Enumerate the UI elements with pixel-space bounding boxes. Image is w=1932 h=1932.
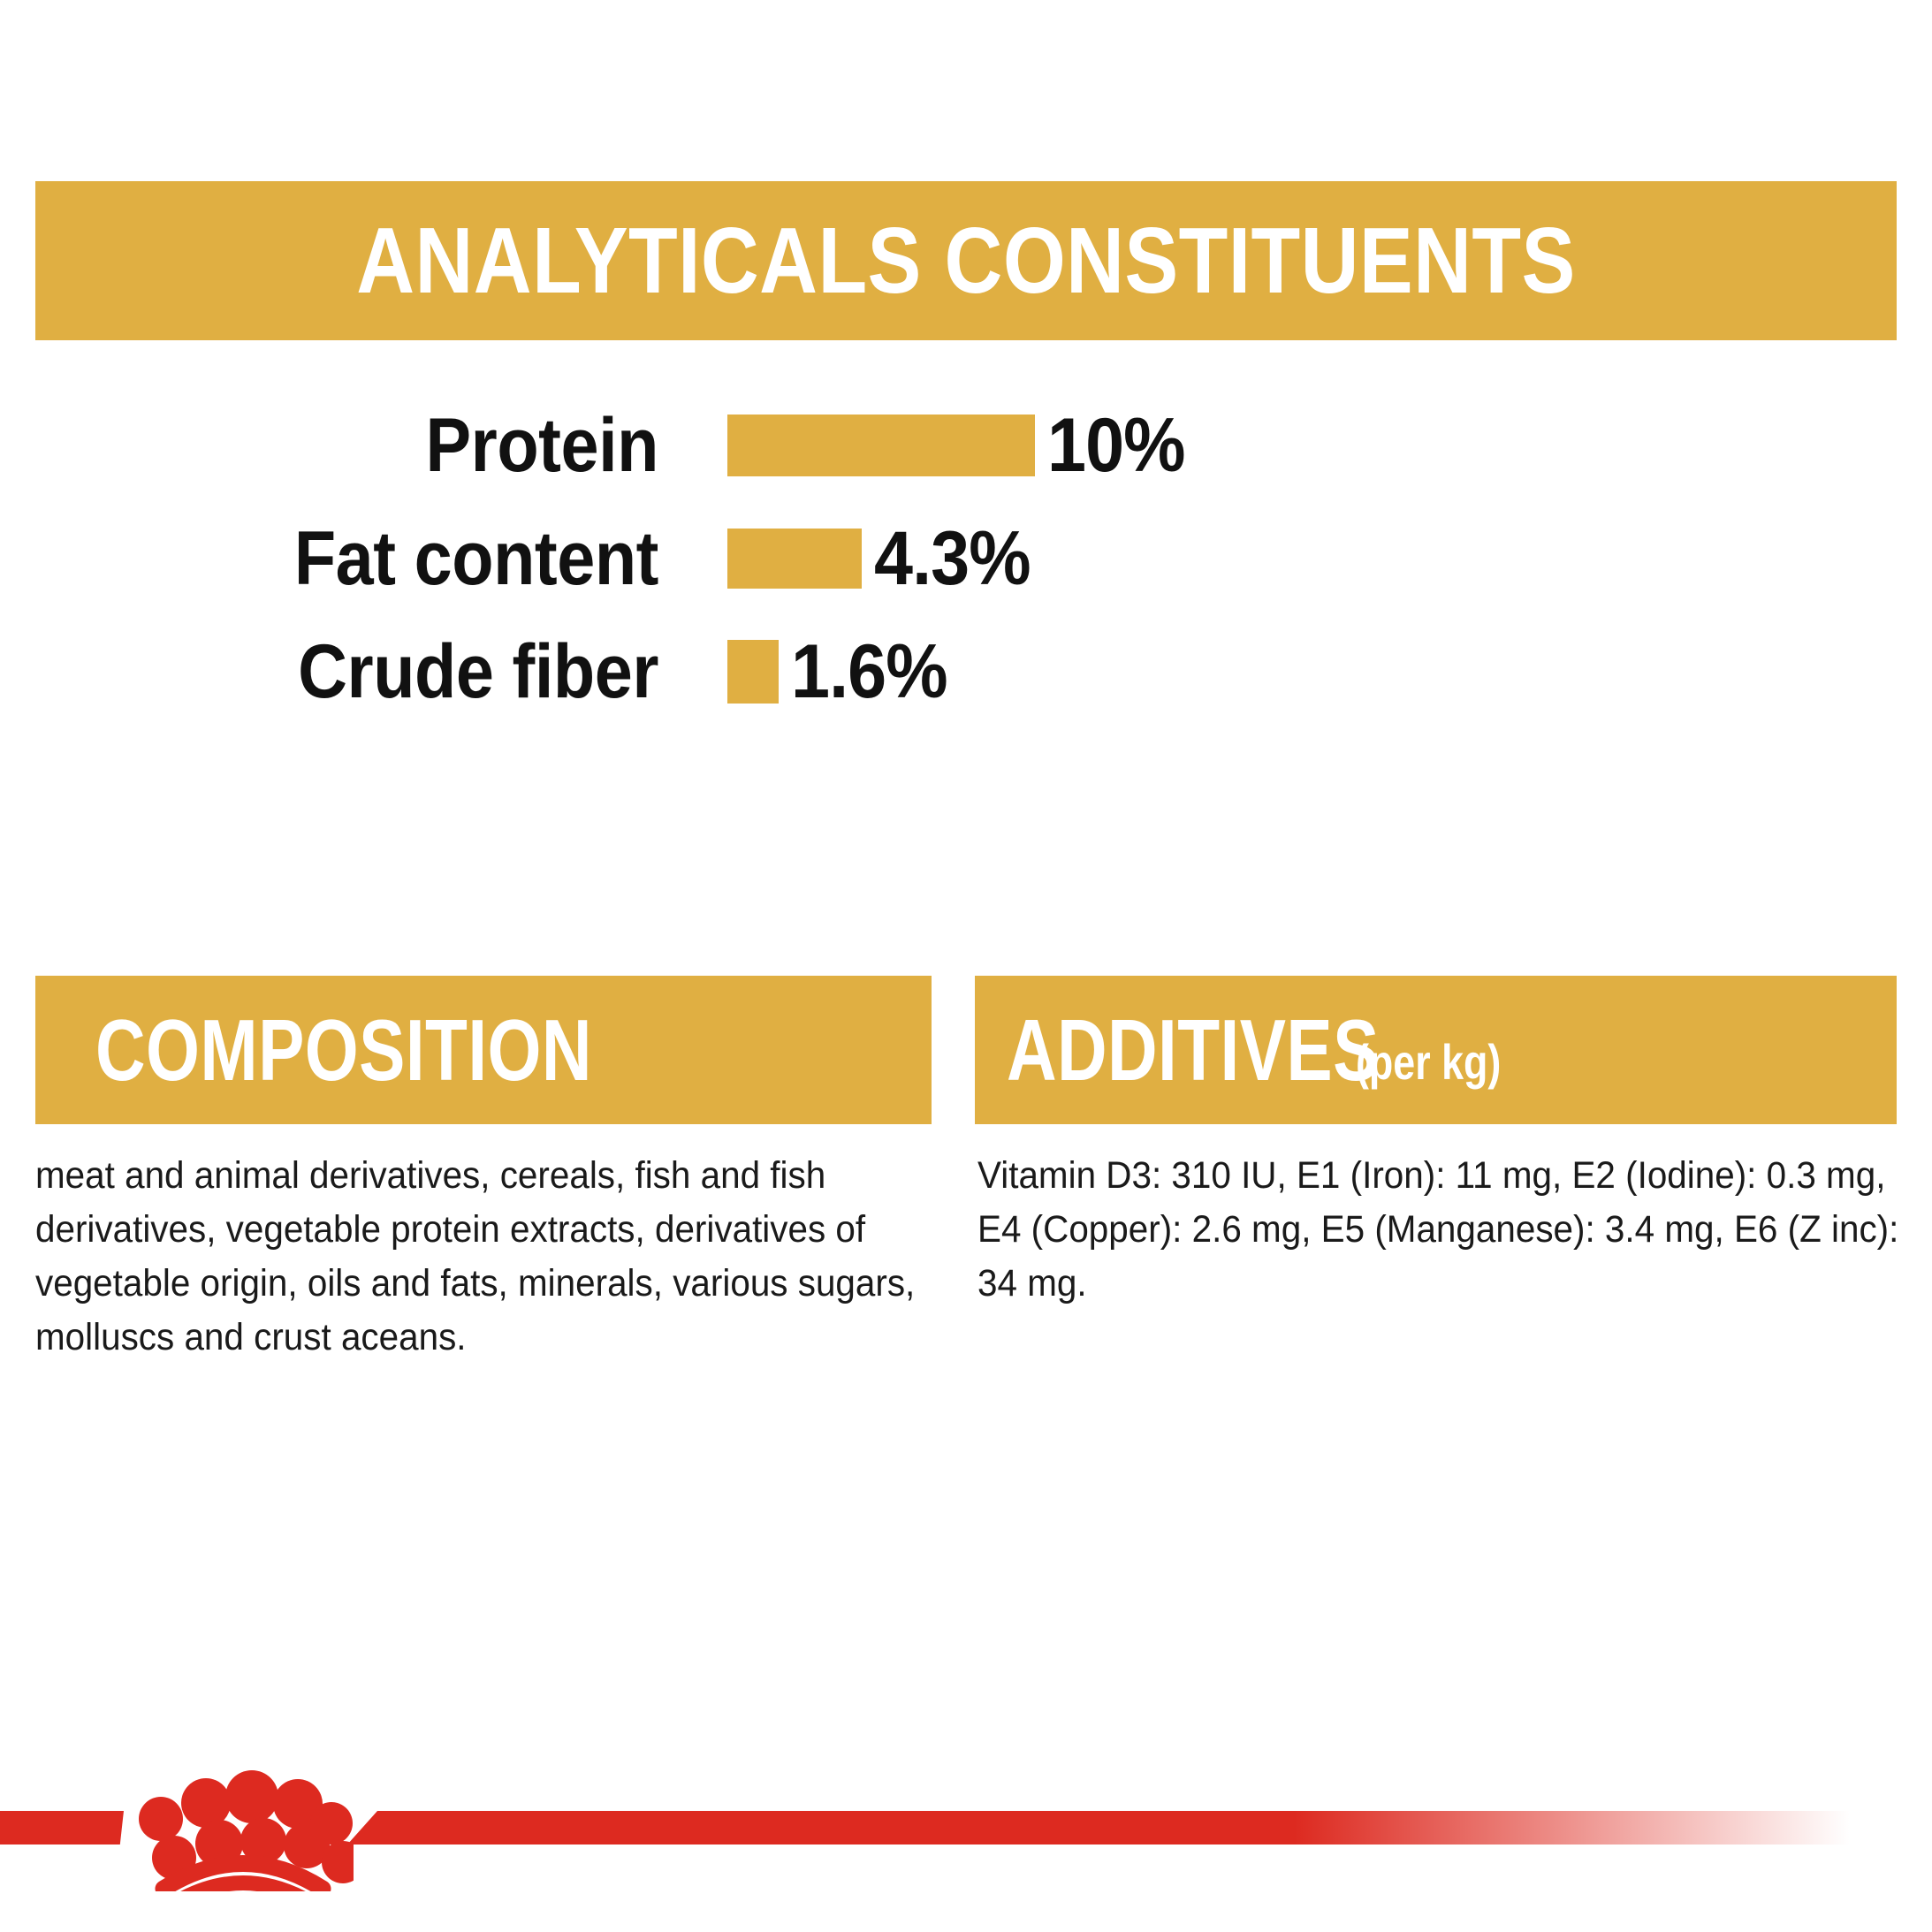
composition-body-text: meat and animal derivatives, cereals, fi… bbox=[35, 1154, 916, 1359]
analytical-value: 4.3% bbox=[874, 516, 1031, 601]
analyticals-constituents-header: ANALYTICALS CONSTITUENTS bbox=[35, 181, 1897, 340]
analytical-row: Fat content 4.3% bbox=[0, 502, 1932, 615]
royal-canin-crown-icon bbox=[133, 1763, 364, 1915]
footer-rule-left bbox=[0, 1811, 124, 1845]
analytical-value: 1.6% bbox=[791, 629, 948, 714]
analytical-bar bbox=[727, 640, 779, 704]
analytical-bar-group: 1.6% bbox=[727, 634, 961, 710]
footer-rule-right bbox=[347, 1811, 1850, 1845]
additives-header-subtitle: (per kg) bbox=[1356, 1034, 1502, 1090]
analytical-bar bbox=[727, 529, 862, 589]
composition-header: COMPOSITION bbox=[35, 976, 932, 1124]
additives-header: ADDITIVES (per kg) bbox=[975, 976, 1897, 1124]
additives-body-text: Vitamin D3: 310 IU, E1 (Iron): 11 mg, E2… bbox=[977, 1154, 1899, 1305]
analytical-bar-group: 10% bbox=[727, 407, 1197, 483]
additives-header-title: ADDITIVES bbox=[1007, 1001, 1380, 1099]
composition-header-title: COMPOSITION bbox=[95, 1001, 592, 1099]
analyticals-header-title: ANALYTICALS CONSTITUENTS bbox=[356, 209, 1576, 313]
analytical-row: Crude fiber 1.6% bbox=[0, 615, 1932, 728]
analytical-row: Protein 10% bbox=[0, 389, 1932, 502]
analytical-label: Protein bbox=[425, 403, 659, 488]
analytical-bar bbox=[727, 415, 1035, 476]
analytical-bar-group: 4.3% bbox=[727, 521, 1044, 597]
analytical-value: 10% bbox=[1047, 403, 1186, 488]
analytical-label: Crude fiber bbox=[298, 629, 658, 714]
analyticals-rows-list: Protein 10% Fat content 4.3% Crude fiber… bbox=[0, 389, 1932, 728]
analytical-label: Fat content bbox=[293, 516, 659, 601]
